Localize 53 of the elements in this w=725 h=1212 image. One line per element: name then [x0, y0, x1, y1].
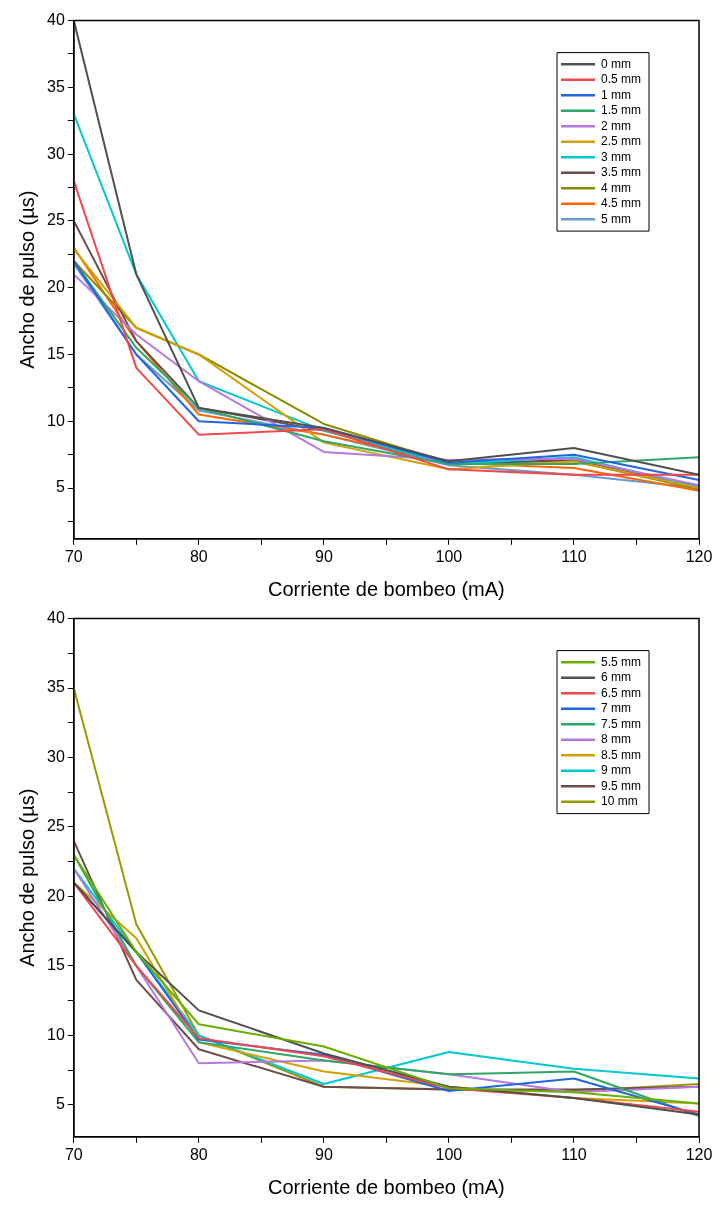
legend-label: 3 mm: [600, 149, 631, 164]
x-tick-label: 110: [561, 1145, 587, 1163]
x-axis-title: Corriente de bombeo (mA): [268, 1175, 505, 1198]
x-tick-label: 100: [435, 1145, 463, 1163]
y-tick-label: 40: [47, 609, 65, 627]
legend-label: 7 mm: [600, 701, 631, 716]
y-axis-title: Ancho de pulso (µs): [15, 788, 38, 967]
y-tick-label: 30: [47, 144, 65, 162]
x-tick-label: 120: [685, 1145, 713, 1163]
y-tick-label: 20: [47, 278, 65, 296]
y-tick-label: 25: [47, 211, 65, 229]
legend-label: 1.5 mm: [600, 103, 642, 118]
y-tick-label: 5: [55, 1095, 65, 1113]
x-tick-label: 90: [314, 1145, 333, 1163]
legend-label: 0 mm: [600, 56, 631, 71]
y-tick-label: 20: [47, 886, 65, 904]
legend-label: 6.5 mm: [600, 685, 642, 700]
legend-label: 8 mm: [600, 732, 631, 747]
legend-label: 2.5 mm: [600, 134, 642, 149]
legend-label: 4.5 mm: [600, 196, 642, 211]
y-tick-label: 35: [47, 678, 65, 696]
x-axis-title: Corriente de bombeo (mA): [268, 577, 505, 600]
y-tick-label: 10: [47, 411, 65, 429]
legend-label: 9 mm: [600, 763, 631, 778]
legend-label: 5 mm: [600, 211, 631, 226]
x-tick-label: 110: [561, 547, 587, 565]
legend-label: 2 mm: [600, 118, 631, 133]
legend-label: 9.5 mm: [600, 778, 642, 793]
y-tick-label: 5: [55, 478, 65, 496]
legend-label: 10 mm: [600, 794, 638, 809]
y-tick-label: 15: [47, 344, 65, 362]
y-tick-label: 40: [47, 11, 65, 29]
y-tick-label: 25: [47, 817, 65, 835]
x-tick-label: 70: [64, 1145, 83, 1163]
y-axis-title: Ancho de pulso (µs): [15, 190, 38, 369]
legend-label: 0.5 mm: [600, 72, 642, 87]
y-tick-label: 15: [47, 956, 65, 974]
legend-label: 1 mm: [600, 87, 631, 102]
y-tick-label: 10: [47, 1025, 65, 1043]
legend-label: 5.5 mm: [600, 654, 642, 669]
legend-label: 3.5 mm: [600, 165, 642, 180]
x-tick-label: 70: [64, 547, 83, 565]
legend-label: 8.5 mm: [600, 747, 642, 762]
x-tick-label: 90: [314, 547, 333, 565]
legend-label: 7.5 mm: [600, 716, 642, 731]
x-tick-label: 80: [189, 1145, 208, 1163]
y-tick-label: 35: [47, 77, 65, 95]
x-tick-label: 100: [435, 547, 463, 565]
legend-label: 6 mm: [600, 670, 631, 685]
legend-label: 4 mm: [600, 180, 631, 195]
x-tick-label: 120: [685, 547, 713, 565]
y-tick-label: 30: [47, 747, 65, 765]
x-tick-label: 80: [189, 547, 208, 565]
